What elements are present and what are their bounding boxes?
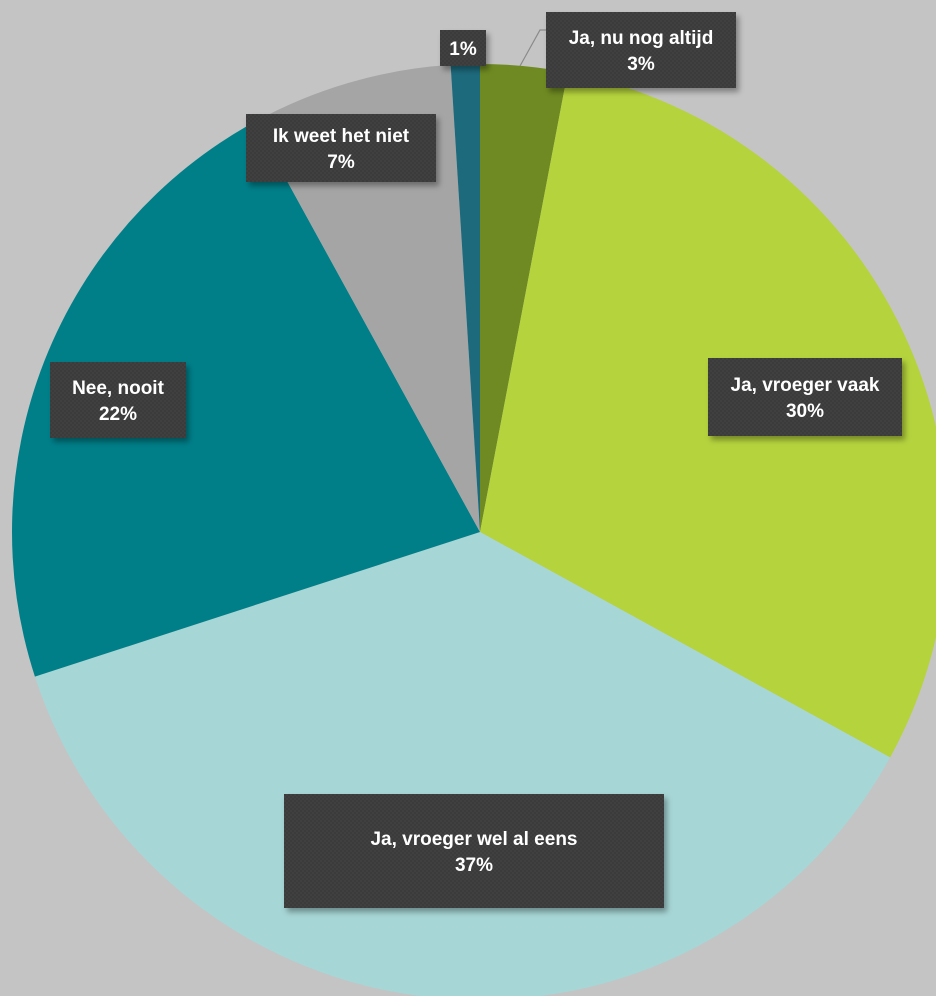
data-label-category: Nee, nooit xyxy=(72,378,165,399)
data-label-category: Ja, nu nog altijd xyxy=(569,28,714,49)
data-label-box xyxy=(246,114,436,182)
pie-slice-ja-vroeger-wel-al-eens xyxy=(34,532,891,996)
data-label-box xyxy=(50,362,186,438)
data-label-box xyxy=(708,358,902,436)
data-label-value: 22% xyxy=(99,404,137,425)
leader-line xyxy=(519,29,546,67)
pie-slice-1 xyxy=(450,63,480,532)
data-label-1: 1% xyxy=(440,30,486,66)
pie-slice-ja-nu-nog-altijd xyxy=(480,64,568,532)
data-label-ja-nu-nog-altijd: Ja, nu nog altijd 3% xyxy=(546,12,736,88)
data-label-value: 1% xyxy=(449,39,477,60)
data-label-value: 7% xyxy=(327,152,355,173)
data-label-ik-weet-het-niet: Ik weet het niet 7% xyxy=(246,114,436,182)
pie-slice-nee-nooit xyxy=(12,121,480,677)
data-label-value: 37% xyxy=(455,855,493,876)
data-label-value: 30% xyxy=(786,401,824,422)
data-label-value: 3% xyxy=(627,54,655,75)
data-label-category: Ja, vroeger vaak xyxy=(731,375,880,396)
data-label-category: Ja, vroeger wel al eens xyxy=(370,829,577,850)
data-label-box xyxy=(284,794,664,908)
data-label-category: Ik weet het niet xyxy=(273,126,410,147)
data-label-ja-vroeger-wel-al-eens: Ja, vroeger wel al eens 37% xyxy=(284,794,664,908)
data-label-box xyxy=(546,12,736,88)
pie-slices xyxy=(12,63,936,996)
data-label-ja-vroeger-vaak: Ja, vroeger vaak 30% xyxy=(708,358,902,436)
data-label-box xyxy=(440,30,486,66)
data-label-nee-nooit: Nee, nooit 22% xyxy=(50,362,186,438)
leader-lines xyxy=(478,29,546,67)
